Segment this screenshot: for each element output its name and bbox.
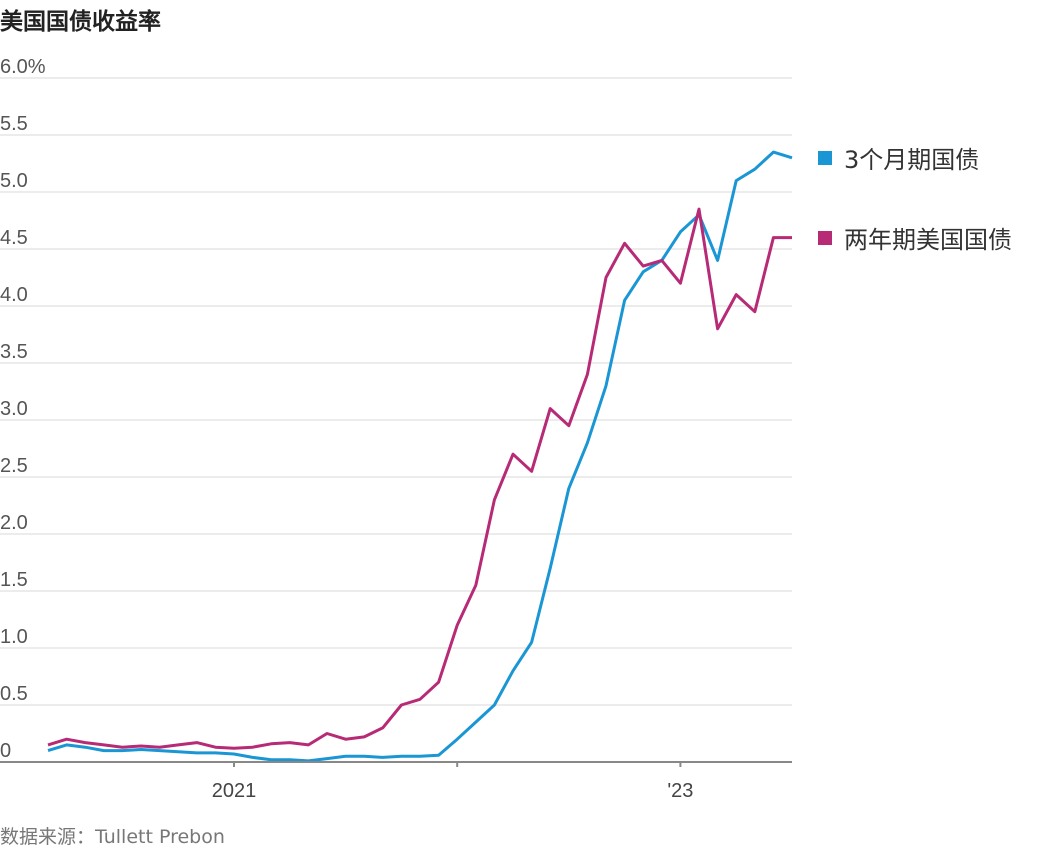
- y-tick-label: 1.0: [0, 626, 28, 648]
- series-line-3-month: [47, 150, 793, 763]
- legend-swatch-3-month: [818, 150, 832, 165]
- legend-label-2-year: 两年期美国国债: [844, 226, 1012, 254]
- x-axis: 2021 '23: [0, 761, 792, 802]
- legend-item-3-month: 3个月期国债: [818, 140, 979, 175]
- x-tick-label: 2021: [212, 780, 257, 802]
- y-tick-label: 3.5: [0, 341, 28, 363]
- legend-label-3-month: 3个月期国债: [844, 146, 980, 174]
- x-tick-label: '23: [667, 780, 693, 802]
- y-tick-label: 5.5: [0, 113, 28, 135]
- series-lines: [47, 150, 793, 763]
- gridlines: [0, 77, 792, 706]
- y-tick-label: 6.0%: [0, 56, 46, 78]
- y-axis-tick-labels: 0 0.5 1.0 1.5 2.0 2.5 3.0 3.5 4.0 4.5 5.0 5.5 6.0%: [0, 56, 46, 762]
- y-tick-label: 3.0: [0, 398, 28, 420]
- series-line-2-year: [47, 207, 792, 750]
- y-tick-label: 2.0: [0, 512, 28, 534]
- chart-title: 美国国债收益率: [0, 9, 161, 35]
- y-tick-label: 4.0: [0, 284, 28, 306]
- y-tick-label: 0: [0, 740, 11, 762]
- y-tick-label: 1.5: [0, 569, 28, 591]
- y-tick-label: 5.0: [0, 170, 28, 192]
- y-tick-label: 0.5: [0, 683, 28, 705]
- legend-item-2-year: 两年期美国国债: [818, 220, 1012, 255]
- source-note: 数据来源：Tullett Prebon: [0, 826, 225, 848]
- legend-swatch-2-year: [818, 230, 832, 245]
- y-tick-label: 2.5: [0, 455, 28, 477]
- y-tick-label: 4.5: [0, 227, 28, 249]
